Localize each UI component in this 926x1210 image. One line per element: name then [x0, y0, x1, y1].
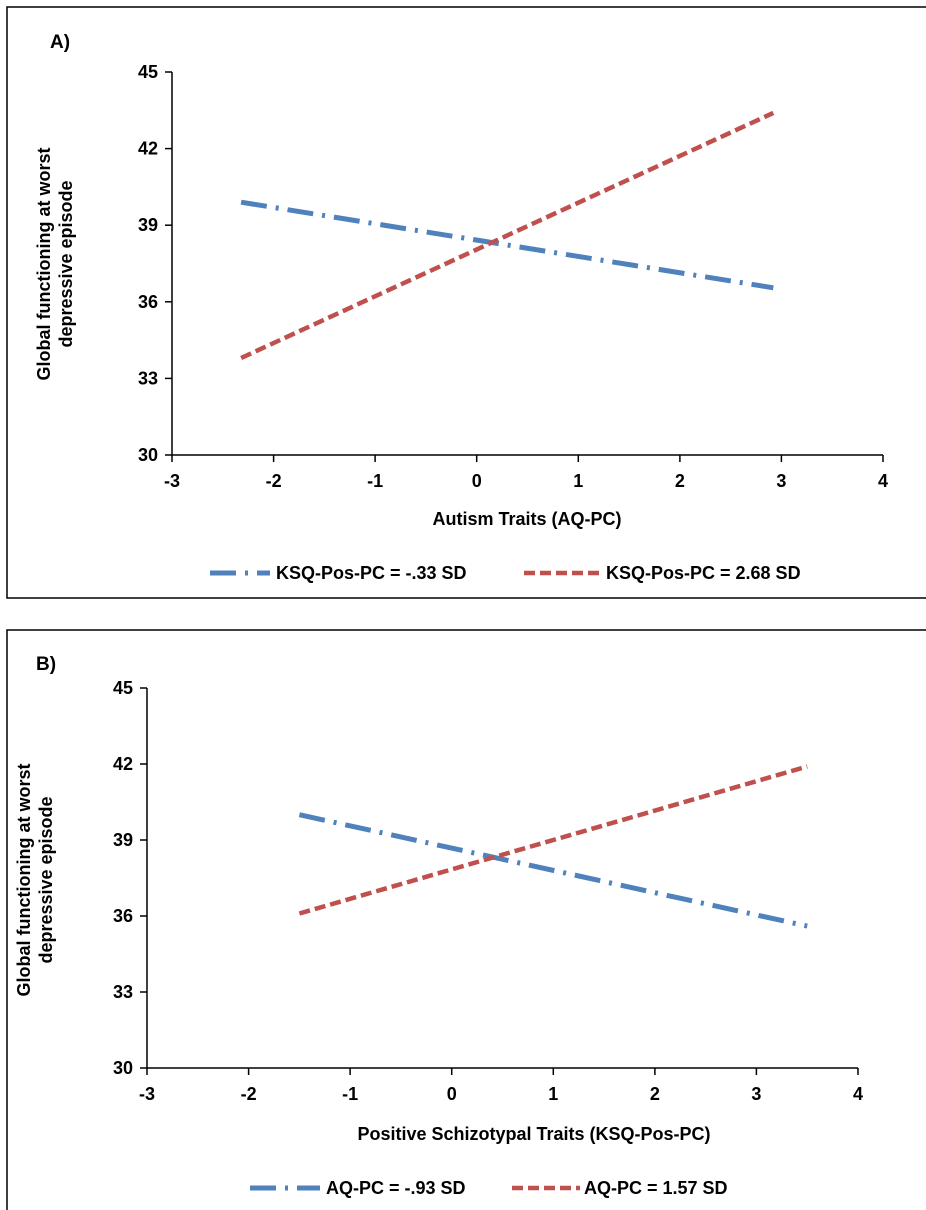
panel-a-series-line-high	[240, 110, 775, 361]
panel-b-xtick-label: -1	[342, 1084, 358, 1104]
panel-b-ytick-label: 45	[113, 678, 133, 698]
panel-a-ytick-label: 42	[138, 139, 158, 159]
panel-b-xtick-label: -2	[241, 1084, 257, 1104]
panel-b-xtick-label: 3	[751, 1084, 761, 1104]
panel-a-xtick-label: -2	[266, 471, 282, 491]
panel-a-legend: KSQ-Pos-PC = -.33 SD KSQ-Pos-PC = 2.68 S…	[210, 563, 801, 583]
panel-a-xtick-label: -1	[367, 471, 383, 491]
panel-a-y-axis-title-line2: depressive episode	[56, 180, 76, 347]
panel-b-label: B)	[36, 654, 56, 675]
panel-a-ytick-label: 45	[138, 62, 158, 82]
panel-b-xtick-label: -3	[139, 1084, 155, 1104]
panel-a-ytick-label: 39	[138, 215, 158, 235]
chart-panel-a: A) 30 33 36 39 42 45 -3 -2 -1 0 1 2 3 4 …	[6, 6, 926, 599]
panel-b-frame	[6, 629, 926, 1210]
panel-a-xtick-label: 1	[573, 471, 583, 491]
panel-a-ytick-label: 30	[138, 445, 158, 465]
panel-b-ytick-label: 30	[113, 1058, 133, 1078]
panel-a-legend-label-high: KSQ-Pos-PC = 2.68 SD	[606, 563, 801, 583]
panel-b-xtick-label: 1	[548, 1084, 558, 1104]
panel-a-series-line-low	[240, 199, 774, 291]
panel-a-y-axis-title-line1: Global functioning at worst	[34, 148, 54, 381]
panel-a-xtick-label: -3	[164, 471, 180, 491]
panel-a-ytick-label: 33	[138, 368, 158, 388]
panel-b-y-axis-title-line2: depressive episode	[36, 796, 56, 963]
panel-a-frame	[6, 6, 926, 599]
panel-a-ytick-label: 36	[138, 292, 158, 312]
panel-b-ytick-label: 42	[113, 754, 133, 774]
panel-b-y-axis-title-line1: Global functioning at worst	[14, 764, 34, 997]
panel-a-x-axis-title: Autism Traits (AQ-PC)	[432, 509, 621, 529]
panel-b-xtick-label: 0	[447, 1084, 457, 1104]
panel-a-legend-label-low: KSQ-Pos-PC = -.33 SD	[276, 563, 467, 583]
panel-b-legend-label-high: AQ-PC = 1.57 SD	[584, 1178, 728, 1198]
panel-b-legend-label-low: AQ-PC = -.93 SD	[326, 1178, 466, 1198]
panel-b-ytick-label: 33	[113, 982, 133, 1002]
panel-a-xtick-label: 3	[776, 471, 786, 491]
panel-a-label: A)	[50, 32, 70, 53]
panel-a-xtick-label: 4	[878, 471, 888, 491]
panel-b-x-axis-title: Positive Schizotypal Traits (KSQ-Pos-PC)	[357, 1124, 710, 1144]
panel-b-series-line-high	[298, 764, 808, 916]
panel-b-ytick-label: 36	[113, 906, 133, 926]
panel-b-series-line-low	[298, 812, 808, 929]
panel-b-xtick-label: 2	[650, 1084, 660, 1104]
panel-b-xtick-label: 4	[853, 1084, 863, 1104]
panel-b-legend: AQ-PC = -.93 SD AQ-PC = 1.57 SD	[250, 1178, 728, 1198]
panel-b-ytick-label: 39	[113, 830, 133, 850]
panel-a-xtick-label: 0	[472, 471, 482, 491]
chart-panel-b: B) 30 33 36 39 42 45 -3 -2 -1 0 1 2 3 4 …	[6, 629, 926, 1210]
panel-a-xtick-label: 2	[675, 471, 685, 491]
